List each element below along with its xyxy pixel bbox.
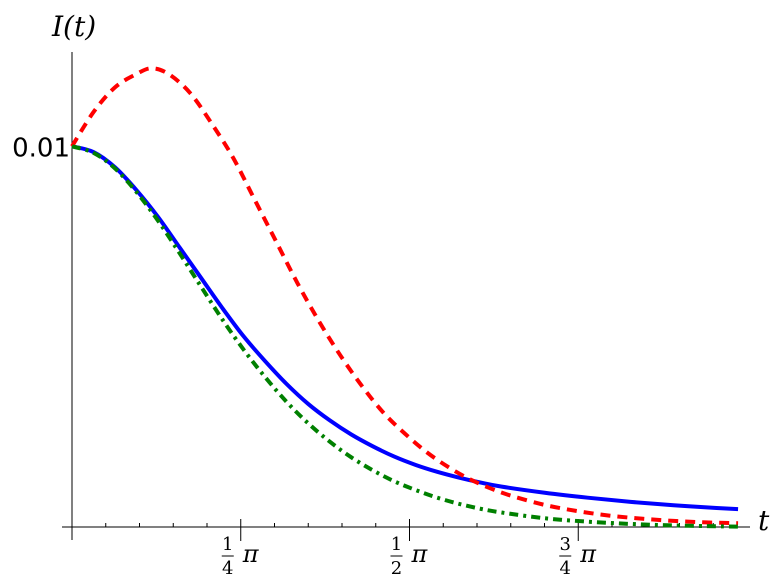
series-layer — [70, 66, 739, 529]
series-line-3 — [71, 144, 739, 529]
x-tick-numerator: 1 — [222, 534, 233, 555]
series-line-2 — [70, 66, 739, 526]
y-axis-label: I(t) — [51, 10, 96, 43]
x-tick-label: 3 4π — [559, 534, 597, 579]
x-tick-pi: π — [242, 540, 260, 568]
y-tick-label: 0.01 — [12, 133, 70, 163]
axes — [62, 52, 750, 541]
x-tick-pi: π — [411, 540, 429, 568]
x-tick-denominator: 2 — [391, 558, 402, 579]
series-line-1 — [71, 144, 739, 512]
x-tick-label: 1 4π — [221, 534, 260, 579]
x-tick-denominator: 4 — [560, 558, 571, 579]
x-axis-label: t — [758, 504, 770, 537]
x-tick-denominator: 4 — [222, 558, 233, 579]
x-tick-numerator: 3 — [560, 534, 571, 555]
x-tick-pi: π — [579, 540, 597, 568]
x-tick-label: 1 2π — [390, 534, 429, 579]
x-tick-numerator: 1 — [391, 534, 402, 555]
